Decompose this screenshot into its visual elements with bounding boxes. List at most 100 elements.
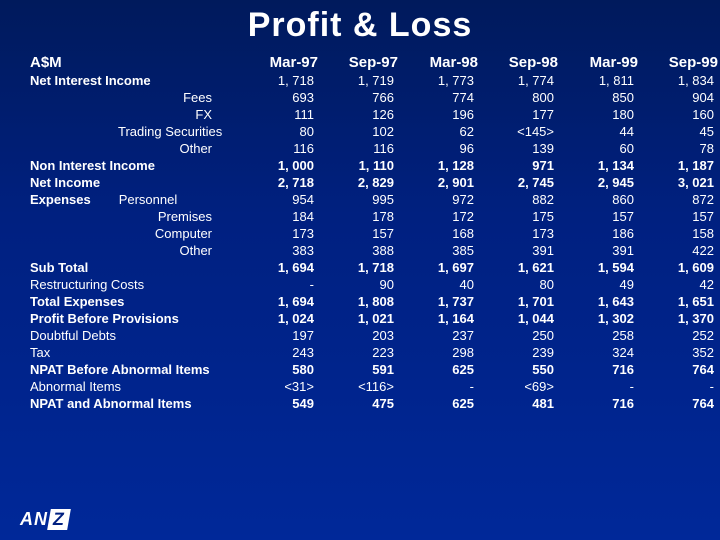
cell-value: - xyxy=(240,276,320,293)
table-row: Other116116961396078 xyxy=(28,140,720,157)
cell-value: 186 xyxy=(560,225,640,242)
cell-value: 160 xyxy=(640,106,720,123)
cell-value: 1, 773 xyxy=(400,72,480,89)
cell-value: 625 xyxy=(400,395,480,412)
cell-value: 872 xyxy=(640,191,720,208)
cell-value: 42 xyxy=(640,276,720,293)
cell-value: 625 xyxy=(400,361,480,378)
cell-value: 549 xyxy=(240,395,320,412)
cell-value: 3, 021 xyxy=(640,174,720,191)
cell-value: 45 xyxy=(640,123,720,140)
cell-value: 882 xyxy=(480,191,560,208)
logo-text-z: Z xyxy=(47,509,71,530)
cell-value: 172 xyxy=(400,208,480,225)
data-table: A$M Mar-97 Sep-97 Mar-98 Sep-98 Mar-99 S… xyxy=(28,53,720,412)
cell-value: 1, 811 xyxy=(560,72,640,89)
col-header: Sep-98 xyxy=(480,53,560,72)
cell-value: 157 xyxy=(560,208,640,225)
cell-value: 1, 694 xyxy=(240,293,320,310)
row-label-main: Expenses xyxy=(30,192,91,207)
cell-value: 258 xyxy=(560,327,640,344)
table-row: Sub Total1, 6941, 7181, 6971, 6211, 5941… xyxy=(28,259,720,276)
cell-value: 184 xyxy=(240,208,320,225)
col-header: Mar-99 xyxy=(560,53,640,72)
table-row: Computer173157168173186158 xyxy=(28,225,720,242)
table-row: Net Income2, 7182, 8292, 9012, 7452, 945… xyxy=(28,174,720,191)
currency-header: A$M xyxy=(28,53,240,72)
row-label: NPAT Before Abnormal Items xyxy=(28,361,240,378)
table-row: Other383388385391391422 xyxy=(28,242,720,259)
row-label: NPAT and Abnormal Items xyxy=(28,395,240,412)
row-label: FX xyxy=(28,106,240,123)
cell-value: 1, 774 xyxy=(480,72,560,89)
cell-value: 62 xyxy=(400,123,480,140)
cell-value: 126 xyxy=(320,106,400,123)
cell-value: 239 xyxy=(480,344,560,361)
row-label: Other xyxy=(28,140,240,157)
row-label: Net Income xyxy=(28,174,240,191)
cell-value: - xyxy=(560,378,640,395)
cell-value: <69> xyxy=(480,378,560,395)
cell-value: 1, 719 xyxy=(320,72,400,89)
cell-value: 175 xyxy=(480,208,560,225)
cell-value: 1, 609 xyxy=(640,259,720,276)
row-label: Profit Before Provisions xyxy=(28,310,240,327)
cell-value: <31> xyxy=(240,378,320,395)
cell-value: 173 xyxy=(480,225,560,242)
cell-value: 971 xyxy=(480,157,560,174)
table-row: Abnormal Items<31><116>-<69>-- xyxy=(28,378,720,395)
table-row: Net Interest Income1, 7181, 7191, 7731, … xyxy=(28,72,720,89)
cell-value: 591 xyxy=(320,361,400,378)
table-row: Restructuring Costs-9040804942 xyxy=(28,276,720,293)
cell-value: 1, 128 xyxy=(400,157,480,174)
table-row: ExpensesPersonnel954995972882860872 xyxy=(28,191,720,208)
table-body: Net Interest Income1, 7181, 7191, 7731, … xyxy=(28,72,720,412)
cell-value: 1, 834 xyxy=(640,72,720,89)
row-label-sub: Personnel xyxy=(91,192,178,207)
cell-value: 766 xyxy=(320,89,400,106)
row-label: Computer xyxy=(28,225,240,242)
row-label: Total Expenses xyxy=(28,293,240,310)
profit-loss-table: A$M Mar-97 Sep-97 Mar-98 Sep-98 Mar-99 S… xyxy=(0,45,720,412)
col-header: Sep-97 xyxy=(320,53,400,72)
cell-value: 157 xyxy=(640,208,720,225)
cell-value: 1, 697 xyxy=(400,259,480,276)
cell-value: 60 xyxy=(560,140,640,157)
cell-value: 139 xyxy=(480,140,560,157)
cell-value: 1, 187 xyxy=(640,157,720,174)
table-row: NPAT and Abnormal Items54947562548171676… xyxy=(28,395,720,412)
row-label: Premises xyxy=(28,208,240,225)
cell-value: 388 xyxy=(320,242,400,259)
cell-value: 1, 643 xyxy=(560,293,640,310)
cell-value: 252 xyxy=(640,327,720,344)
cell-value: 385 xyxy=(400,242,480,259)
cell-value: 1, 718 xyxy=(240,72,320,89)
cell-value: 1, 694 xyxy=(240,259,320,276)
row-label: ExpensesPersonnel xyxy=(28,191,240,208)
row-label: Abnormal Items xyxy=(28,378,240,395)
cell-value: 196 xyxy=(400,106,480,123)
cell-value: 178 xyxy=(320,208,400,225)
cell-value: 1, 370 xyxy=(640,310,720,327)
brand-logo: ANZ xyxy=(20,509,69,530)
col-header: Mar-98 xyxy=(400,53,480,72)
cell-value: 422 xyxy=(640,242,720,259)
cell-value: 324 xyxy=(560,344,640,361)
cell-value: 237 xyxy=(400,327,480,344)
cell-value: <145> xyxy=(480,123,560,140)
cell-value: 197 xyxy=(240,327,320,344)
cell-value: 800 xyxy=(480,89,560,106)
cell-value: 44 xyxy=(560,123,640,140)
table-row: Doubtful Debts197203237250258252 xyxy=(28,327,720,344)
table-row: FX111126196177180160 xyxy=(28,106,720,123)
cell-value: 352 xyxy=(640,344,720,361)
row-label: Sub Total xyxy=(28,259,240,276)
cell-value: 1, 134 xyxy=(560,157,640,174)
cell-value: - xyxy=(400,378,480,395)
cell-value: 580 xyxy=(240,361,320,378)
cell-value: 1, 044 xyxy=(480,310,560,327)
slide-title: Profit & Loss xyxy=(0,0,720,45)
cell-value: 972 xyxy=(400,191,480,208)
cell-value: 1, 701 xyxy=(480,293,560,310)
cell-value: 391 xyxy=(480,242,560,259)
